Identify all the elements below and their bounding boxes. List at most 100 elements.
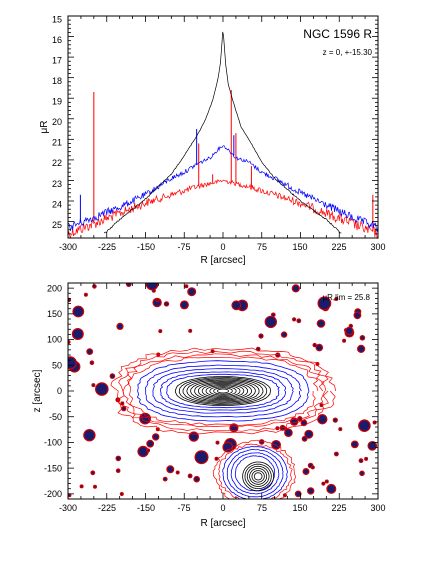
field-star: [166, 465, 175, 474]
profile-tick-marks: [67, 15, 379, 239]
field-star: [326, 483, 337, 494]
x-tick-label: -75: [177, 503, 190, 513]
inner-isophote: [194, 381, 252, 401]
y-tick-label: 23: [52, 179, 62, 189]
field-star: [89, 360, 95, 366]
slice-subtitle: z = 0, +-15.30: [323, 48, 373, 57]
y-tick-label: 15: [52, 14, 62, 24]
field-star: [71, 328, 84, 340]
field-star: [307, 487, 315, 495]
field-stars: [68, 283, 378, 498]
galaxy-title: NGC 1596 R: [303, 27, 372, 41]
field-star: [364, 456, 369, 461]
field-star: [358, 458, 364, 464]
companion-mid-isophote: [226, 449, 284, 498]
field-star: [264, 315, 277, 329]
profile-series: [67, 31, 379, 240]
outer-isophote: [110, 347, 337, 435]
field-star: [271, 312, 276, 318]
field-star: [68, 297, 72, 303]
field-star: [115, 455, 122, 462]
x-tick-label: 75: [257, 503, 267, 513]
field-star: [90, 470, 96, 476]
field-star: [321, 481, 326, 486]
field-star: [301, 435, 308, 442]
companion-inner-isophote: [244, 463, 272, 490]
field-star: [188, 328, 193, 333]
field-star: [357, 344, 366, 353]
companion-mid-isophote: [234, 455, 276, 492]
field-star: [359, 470, 365, 477]
profile-x-tick-labels: -300 -225 -150 -75 0 75 150 225 300: [59, 242, 386, 252]
x-tick-label: 0: [220, 503, 225, 513]
field-star: [292, 317, 297, 322]
y-tick-label: 16: [52, 35, 62, 45]
x-tick-label: -75: [177, 242, 190, 252]
field-star: [86, 348, 94, 355]
y-tick-label: 19: [52, 97, 62, 107]
x-tick-label: -225: [98, 242, 116, 252]
field-star: [258, 333, 264, 339]
field-star: [210, 349, 215, 354]
field-star: [290, 417, 299, 426]
field-star: [109, 373, 116, 379]
companion-mid-isophote: [230, 452, 280, 495]
companion-inner-isophote: [242, 461, 275, 492]
inner-isophote: [174, 376, 272, 406]
field-star: [315, 343, 324, 352]
field-star: [155, 298, 160, 303]
field-star: [91, 383, 96, 388]
field-star: [115, 468, 121, 474]
x-tick-label: -150: [137, 503, 155, 513]
field-star: [317, 414, 328, 425]
field-star: [162, 476, 168, 482]
field-star: [121, 405, 127, 412]
mid-isophote: [152, 368, 294, 414]
y-tick-label: -200: [44, 489, 62, 499]
profile-y-tick-labels: 15 16 17 18 19 20 21 22 23 24 25: [52, 14, 62, 229]
x-tick-label: 225: [331, 242, 346, 252]
field-star: [284, 428, 293, 438]
x-tick-label: 0: [220, 242, 225, 252]
field-star: [222, 441, 234, 453]
inner-isophote: [213, 387, 233, 395]
companion-outer-isophote: [212, 439, 296, 499]
x-tick-label: -300: [59, 242, 77, 252]
x-tick-label: 300: [370, 503, 385, 513]
profile-y-axis-label: μR: [39, 121, 50, 134]
field-star: [83, 429, 96, 442]
contour-y-axis-label: z [arcsec]: [32, 369, 43, 412]
field-star: [146, 448, 151, 453]
x-tick-label: -225: [98, 503, 116, 513]
field-star: [83, 292, 88, 297]
field-star: [68, 356, 77, 370]
field-star: [145, 283, 159, 291]
inner-isophote: [178, 377, 268, 405]
y-tick-label: 200: [47, 283, 62, 293]
field-star: [342, 338, 347, 343]
field-star: [79, 484, 84, 489]
inner-isophote: [186, 379, 260, 403]
companion-mid-isophote: [222, 445, 288, 499]
y-tick-label: 100: [47, 335, 62, 345]
field-star: [215, 440, 220, 445]
field-star: [92, 284, 97, 289]
field-star: [188, 431, 199, 442]
profile-x-axis-label: R [arcsec]: [200, 255, 245, 266]
field-star: [350, 440, 359, 449]
field-star: [353, 311, 362, 320]
field-star: [302, 468, 310, 475]
contour-map: [68, 283, 378, 499]
inner-isophote: [205, 385, 241, 397]
y-tick-label: -150: [44, 463, 62, 473]
y-tick-label: 20: [52, 117, 62, 127]
mid-isophote: [136, 360, 310, 422]
companion-inner-isophote: [253, 472, 263, 481]
field-star: [93, 484, 97, 489]
field-star: [296, 318, 302, 324]
companion-outer-isophote: [218, 443, 293, 499]
field-star: [137, 445, 149, 458]
x-tick-label: 75: [257, 242, 267, 252]
y-tick-label: 50: [52, 360, 62, 370]
limit-annotation: μR,lim = 25.8: [322, 293, 370, 302]
